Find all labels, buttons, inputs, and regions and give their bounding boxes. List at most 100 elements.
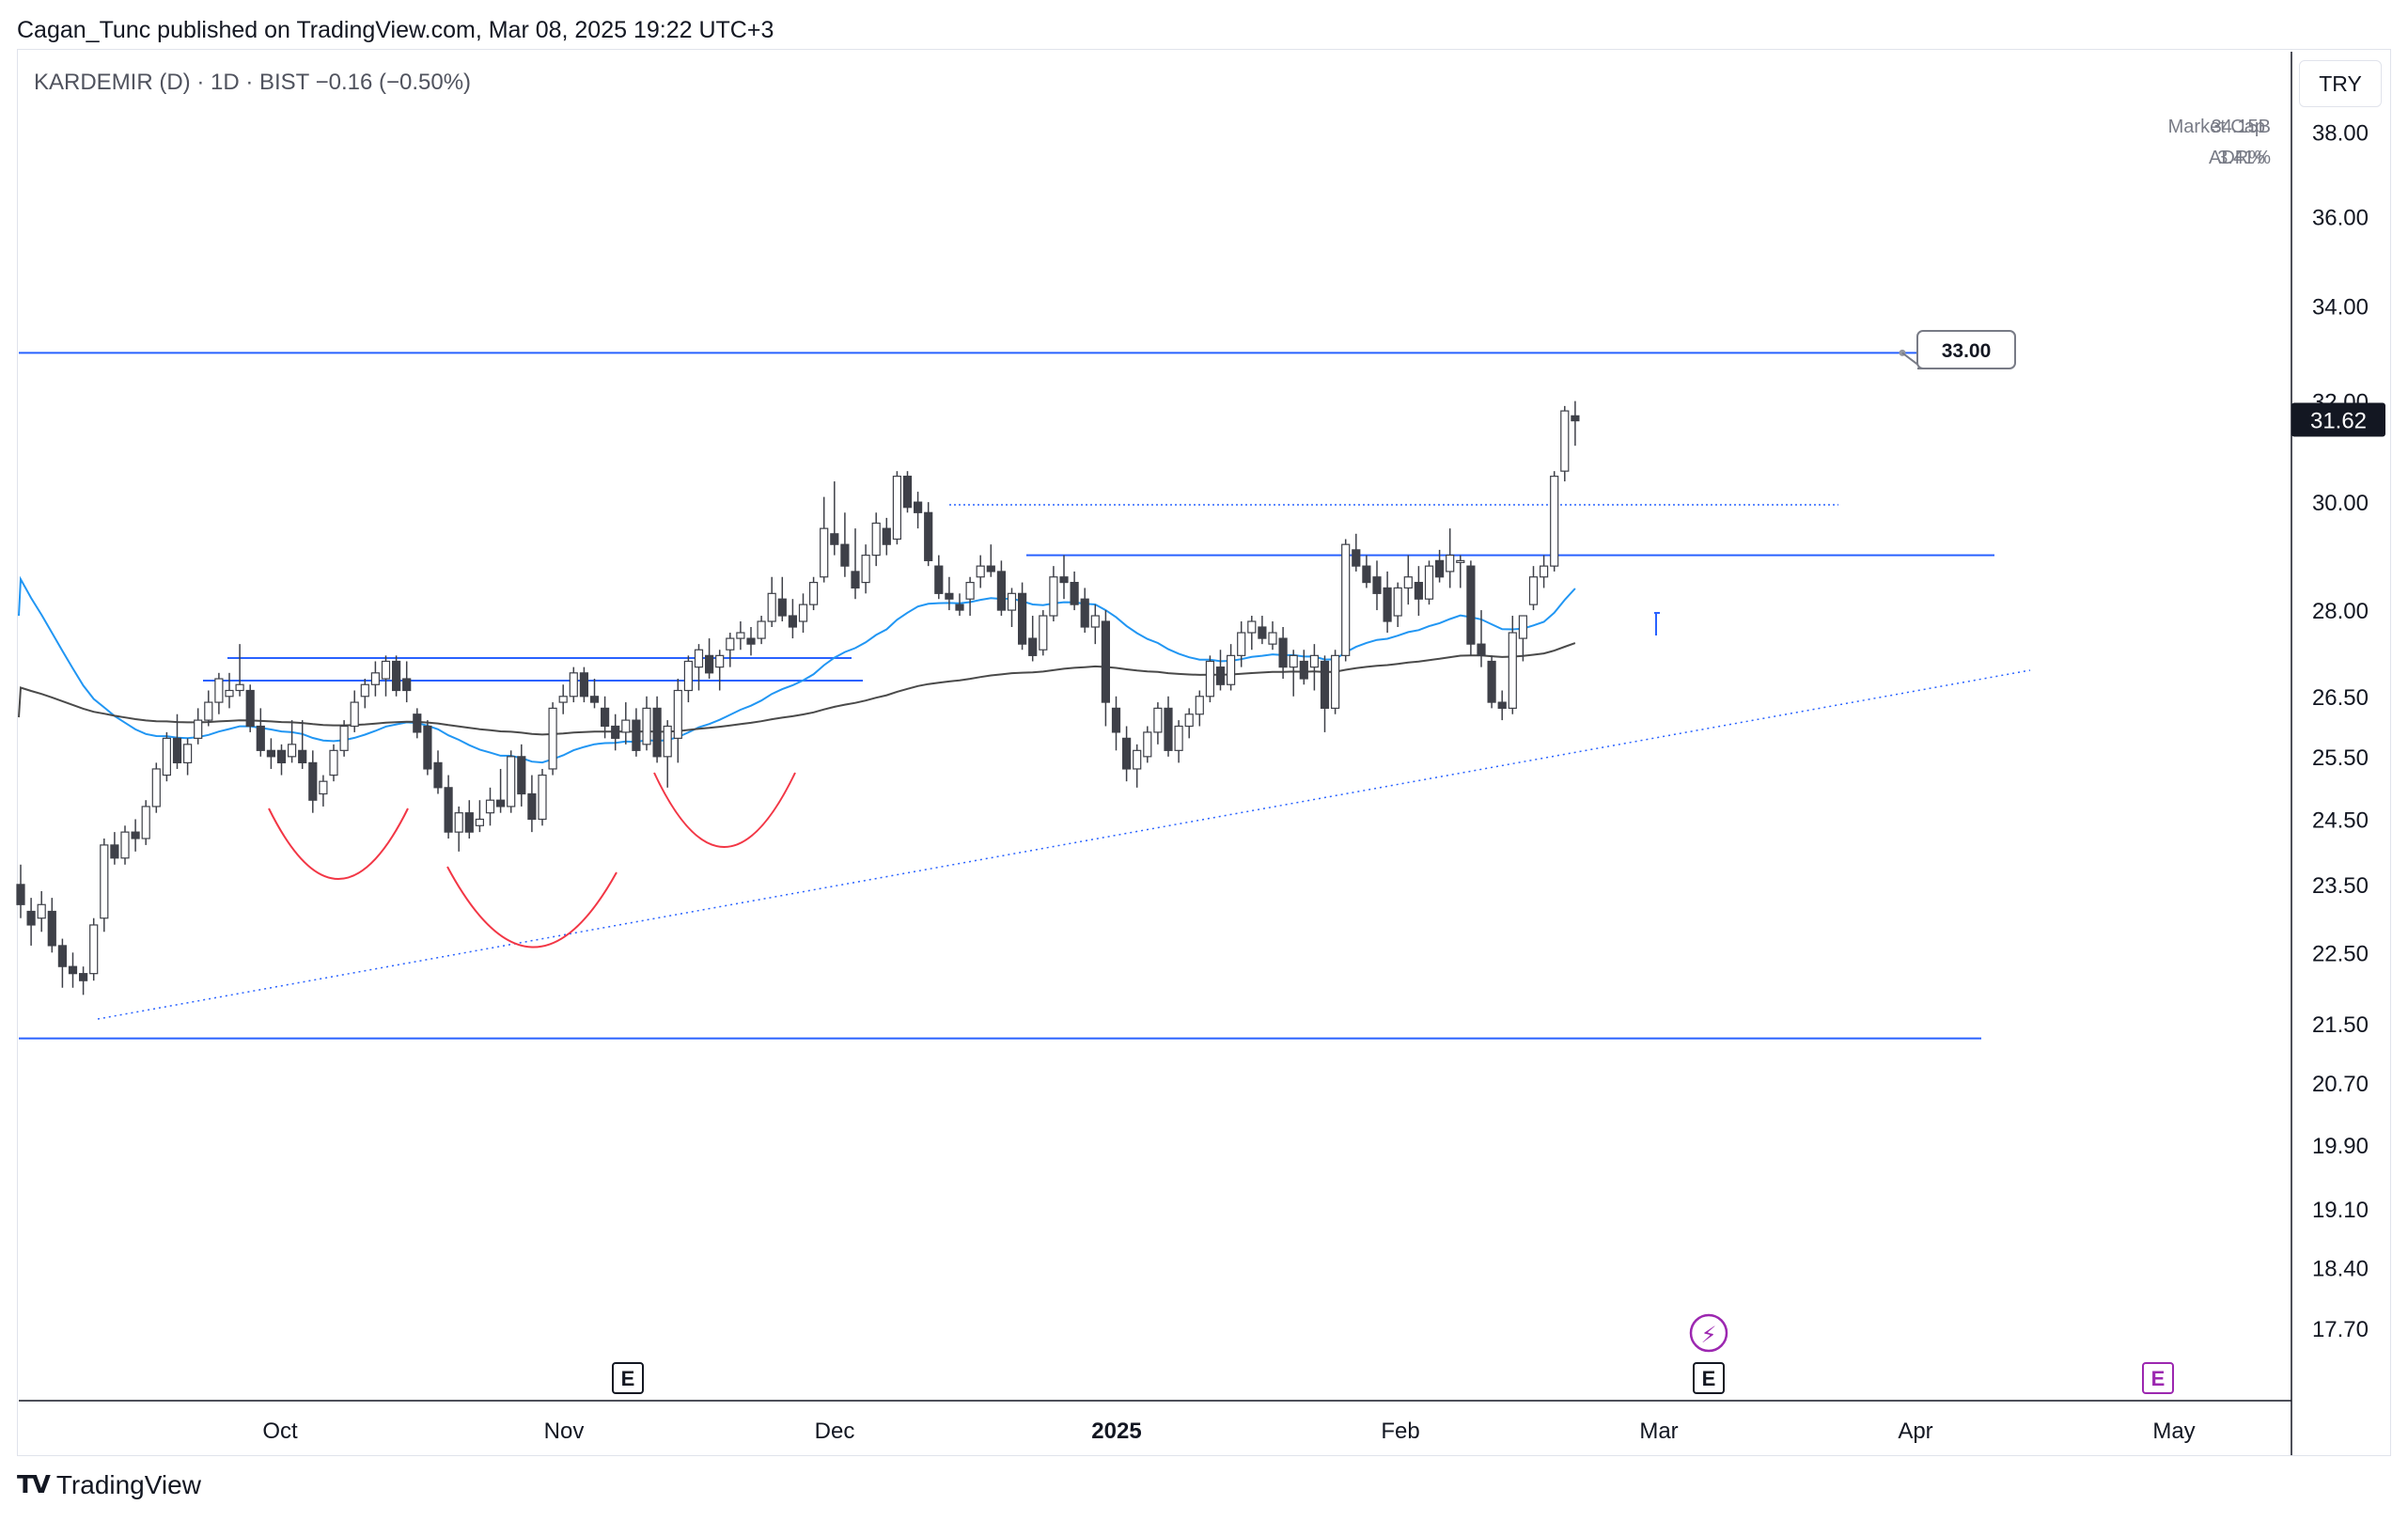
y-tick-label: 25.50 bbox=[2312, 745, 2369, 771]
candle-body bbox=[642, 707, 651, 745]
candle-body bbox=[1550, 476, 1559, 567]
candle-body bbox=[1289, 654, 1298, 668]
candle-body bbox=[1133, 749, 1142, 770]
candle-body bbox=[151, 768, 161, 808]
candle-body bbox=[1049, 576, 1058, 617]
y-tick-label: 30.00 bbox=[2312, 491, 2369, 516]
candle-body bbox=[1237, 632, 1246, 656]
candle-body bbox=[663, 725, 672, 758]
candle-body bbox=[214, 678, 224, 703]
candle-body bbox=[413, 713, 422, 733]
candle-body bbox=[1247, 620, 1257, 634]
candle-body bbox=[652, 707, 662, 758]
y-tick-label: 38.00 bbox=[2312, 120, 2369, 146]
x-tick-label: Mar bbox=[1639, 1419, 1678, 1444]
market-cap-value: 34.15B bbox=[2211, 117, 2271, 137]
y-tick-label: 26.50 bbox=[2312, 685, 2369, 711]
symbol-legend[interactable]: KARDEMIR (D) · 1D · BIST −0.16 (−0.50%) bbox=[34, 70, 472, 95]
head-arc bbox=[446, 866, 618, 949]
candle-body bbox=[1560, 410, 1570, 472]
candle-body bbox=[162, 737, 171, 776]
candle-body bbox=[1456, 559, 1465, 563]
candle-body bbox=[308, 761, 318, 801]
candle-body bbox=[339, 725, 349, 751]
candle-body bbox=[1028, 637, 1038, 656]
y-tick-label: 21.50 bbox=[2312, 1012, 2369, 1038]
candle-body bbox=[694, 649, 704, 668]
x-tick-label: Dec bbox=[815, 1419, 855, 1444]
candle-body bbox=[788, 615, 798, 628]
rising-trendline bbox=[97, 669, 2031, 1020]
candle-body bbox=[704, 654, 714, 674]
candle-body bbox=[1497, 701, 1507, 709]
candle-body bbox=[1477, 643, 1486, 656]
candle-body bbox=[517, 756, 526, 795]
dividend-icon: ⚡ bbox=[1701, 1322, 1717, 1348]
candle-body bbox=[882, 527, 891, 545]
candle-body bbox=[589, 696, 600, 703]
earnings-marker-mar-box bbox=[1693, 1362, 1725, 1394]
candle-body bbox=[1434, 559, 1445, 578]
candle-body bbox=[47, 910, 56, 947]
x-tick-label: Apr bbox=[1898, 1419, 1932, 1444]
adr-value: 3.41% bbox=[2217, 148, 2271, 168]
earnings-marker-nov-box bbox=[612, 1362, 644, 1394]
x-tick-label: Oct bbox=[262, 1419, 298, 1444]
candle-body bbox=[1446, 555, 1455, 572]
candle-body bbox=[507, 756, 516, 808]
candle-body bbox=[256, 725, 265, 751]
candle-body bbox=[767, 592, 776, 622]
dividend-icon-ring bbox=[1689, 1313, 1728, 1353]
candle-body bbox=[1383, 587, 1392, 622]
candle-body bbox=[1352, 549, 1361, 567]
candle-body bbox=[1424, 565, 1434, 600]
candle-body bbox=[548, 707, 557, 770]
candle-body bbox=[1205, 660, 1215, 698]
candle-body bbox=[1111, 707, 1121, 733]
currency-button[interactable]: TRY bbox=[2299, 60, 2382, 107]
candle-body bbox=[871, 522, 881, 557]
left-shoulder-arc bbox=[268, 808, 409, 880]
target-callout-box bbox=[1916, 330, 2016, 369]
earnings-marker-upcoming: E bbox=[2151, 1367, 2166, 1390]
candle-body bbox=[611, 725, 620, 739]
candle-body bbox=[538, 774, 547, 821]
earnings-marker-upcoming-box bbox=[2142, 1362, 2174, 1394]
candle-body bbox=[16, 884, 25, 905]
candle-body bbox=[1341, 543, 1351, 656]
candle-body bbox=[464, 812, 474, 833]
candle-body bbox=[1487, 660, 1496, 703]
candle-body bbox=[194, 719, 203, 739]
candle-body bbox=[1258, 626, 1267, 639]
candle-body bbox=[26, 910, 36, 926]
stats-labels: Market Cap ADR% bbox=[2058, 117, 2265, 169]
candle-body bbox=[861, 555, 870, 584]
candle-body bbox=[1121, 737, 1132, 770]
candle-body bbox=[288, 744, 297, 758]
candle-body bbox=[996, 571, 1007, 611]
candle-body bbox=[245, 689, 255, 728]
y-tick-label: 22.50 bbox=[2312, 941, 2369, 966]
candle-body bbox=[558, 696, 568, 703]
candle-body bbox=[475, 818, 484, 826]
candle-body bbox=[235, 683, 244, 692]
candle-body bbox=[746, 637, 756, 645]
candle-body bbox=[569, 672, 578, 698]
earnings-marker-nov: E bbox=[621, 1367, 635, 1390]
candle-body bbox=[945, 592, 954, 600]
candle-body bbox=[621, 719, 631, 733]
chart-frame bbox=[17, 49, 2391, 1456]
y-tick-label: 36.00 bbox=[2312, 205, 2369, 230]
candle-body bbox=[965, 581, 975, 600]
candle-body bbox=[204, 701, 213, 721]
candle-body bbox=[851, 571, 860, 589]
y-tick-label: 18.40 bbox=[2312, 1256, 2369, 1281]
candle-body bbox=[924, 511, 933, 561]
x-tick-label: Nov bbox=[544, 1419, 585, 1444]
candle-body bbox=[57, 945, 68, 967]
candle-body bbox=[715, 654, 725, 668]
last-price-label: 31.62 bbox=[2310, 409, 2367, 434]
tradingview-brand[interactable]: TV TradingView bbox=[17, 1470, 201, 1500]
candle-body bbox=[1059, 576, 1069, 584]
